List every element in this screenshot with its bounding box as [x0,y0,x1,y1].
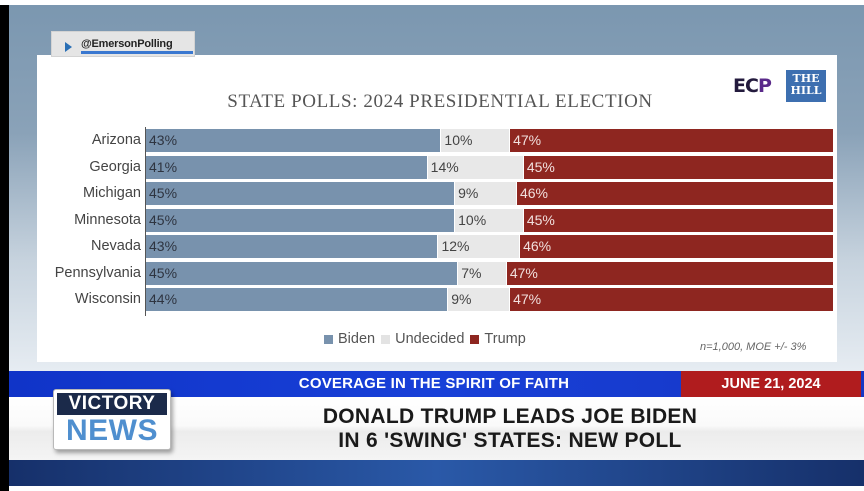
source-handle-label: @EmersonPolling [81,38,173,50]
victory-news-top: VICTORY [57,393,167,415]
data-label-undecided-pennsylvania: 7% [461,264,482,281]
bar-undecided-pennsylvania [458,261,506,285]
data-label-trump-georgia: 45% [526,158,555,175]
legend-item-biden: Biden [324,331,375,347]
data-label-biden-minnesota: 45% [149,211,178,228]
data-label-undecided-nevada: 12% [441,238,470,254]
data-label-biden-nevada: 43% [149,238,178,254]
date-box: JUNE 21, 2024 [681,371,861,397]
sample-note: n=1,000, MOE +/- 3% [700,341,807,353]
state-label-arizona: Arizona [91,132,141,148]
legend-swatch-undecided [381,334,391,344]
data-label-trump-pennsylvania: 47% [509,264,538,281]
data-label-trump-minnesota: 45% [526,211,555,228]
legend-item-undecided: Undecided [381,331,464,347]
state-label-nevada: Nevada [91,238,141,254]
data-label-trump-michigan: 46% [519,185,548,201]
bar-undecided-wisconsin [448,288,510,311]
legend-label-biden: Biden [338,331,376,347]
legend-swatch-trump [470,334,480,344]
legend-label-trump: Trump [484,331,526,347]
ecp-logo-main: EC [733,75,759,97]
bar-trump-minnesota [523,208,833,232]
bar-trump-wisconsin [510,288,833,311]
state-label-georgia: Georgia [89,158,141,175]
data-label-trump-arizona: 47% [513,132,542,148]
bar-undecided-minnesota [455,208,523,232]
the-hill-line1: THE [792,72,820,85]
headline: DONALD TRUMP LEADS JOE BIDEN IN 6 'SWING… [200,405,820,453]
headline-line2: IN 6 'SWING' STATES: NEW POLL [338,429,682,452]
the-hill-line2: HILL [790,84,822,97]
ecp-logo-accent: P [757,75,772,97]
the-hill-logo: THE HILL [786,70,826,102]
left-border [0,5,9,491]
data-label-undecided-wisconsin: 9% [451,291,472,307]
bar-biden-georgia [146,155,427,179]
data-label-trump-nevada: 46% [523,238,552,254]
bar-biden-arizona [146,129,441,152]
data-label-biden-arizona: 43% [149,132,178,148]
chart-title: STATE POLLS: 2024 PRESIDENTIAL ELECTION [227,91,653,112]
headline-line1: DONALD TRUMP LEADS JOE BIDEN [322,405,698,428]
y-axis-line [145,127,146,316]
ecp-logo: ECP [733,75,772,97]
bar-biden-pennsylvania [146,261,458,285]
victory-news-bottom: NEWS [66,414,158,447]
handle-underline [81,51,193,54]
bar-trump-pennsylvania [506,261,833,285]
legend-label-undecided: Undecided [395,331,465,347]
state-label-wisconsin: Wisconsin [74,291,141,307]
bar-undecided-georgia [427,155,523,179]
bar-biden-nevada [146,235,438,258]
bottom-band [9,460,864,486]
bar-trump-michigan [516,182,833,205]
data-label-biden-michigan: 45% [149,185,178,201]
data-label-trump-wisconsin: 47% [513,291,542,307]
bar-trump-georgia [523,155,833,179]
bar-biden-michigan [146,182,455,205]
play-icon [65,42,72,52]
state-label-minnesota: Minnesota [74,211,141,228]
data-label-undecided-arizona: 10% [444,132,473,148]
data-label-biden-georgia: 41% [149,158,178,175]
legend-swatch-biden [324,334,333,344]
bar-undecided-nevada [438,235,520,258]
bar-undecided-arizona [441,129,510,152]
victory-news-logo: VICTORY NEWS [53,389,171,450]
source-handle[interactable]: @EmersonPolling [51,31,195,57]
state-label-michigan: Michigan [82,185,141,201]
data-label-biden-pennsylvania: 45% [149,264,178,281]
data-label-undecided-georgia: 14% [430,158,459,175]
bar-biden-minnesota [146,208,455,232]
date-text: JUNE 21, 2024 [721,376,821,392]
bar-trump-nevada [520,235,833,258]
data-label-biden-wisconsin: 44% [149,291,178,307]
chart-legend: Biden Undecided Trump [324,331,532,347]
ticker-tagline: COVERAGE IN THE SPIRIT OF FAITH [298,375,570,392]
bar-trump-arizona [510,129,833,152]
bar-biden-wisconsin [146,288,448,311]
bar-undecided-michigan [455,182,516,205]
data-label-undecided-minnesota: 10% [458,211,487,228]
data-label-undecided-michigan: 9% [458,185,479,201]
legend-item-trump: Trump [470,331,526,347]
state-label-pennsylvania: Pennsylvania [54,264,141,281]
